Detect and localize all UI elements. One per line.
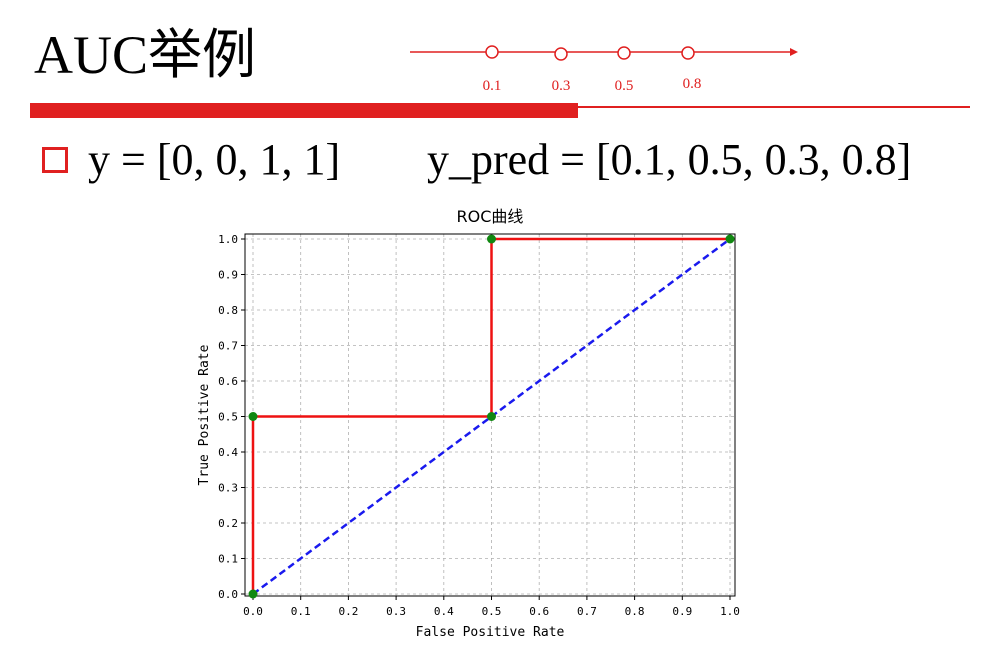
chart-points (248, 234, 735, 599)
plot-frame (244, 233, 736, 597)
number-line-marker (554, 47, 568, 61)
y-formula: y = [0, 0, 1, 1] (88, 135, 341, 184)
number-line-label: 0.1 (483, 78, 502, 94)
number-line-marker (485, 45, 499, 59)
number-line-marker (681, 46, 695, 60)
slide-title: AUC举例 (34, 25, 257, 85)
number-line-arrow-icon (790, 48, 798, 56)
x-tick-label: 0.8 (625, 605, 645, 618)
y-axis: 0.0 0.1 0.2 0.3 0.4 0.5 0.6 0.7 0.8 0.9 1.0 (218, 233, 245, 601)
roc-point (487, 412, 496, 421)
roc-point (248, 589, 258, 599)
x-tick-label: 0.7 (577, 605, 597, 618)
y-tick-label: 0.0 (218, 588, 238, 601)
x-tick-label: 0.4 (434, 605, 454, 618)
x-tick-label: 0.3 (386, 605, 406, 618)
y-tick-label: 0.5 (218, 411, 238, 424)
number-line-marker (617, 46, 631, 60)
x-tick-label: 0.2 (338, 605, 358, 618)
y-tick-label: 0.3 (218, 482, 238, 495)
x-tick-label: 0.9 (672, 605, 692, 618)
y-tick-label: 0.4 (218, 446, 238, 459)
x-tick-label: 0.0 (243, 605, 263, 618)
roc-point (725, 234, 735, 244)
x-tick-label: 0.6 (529, 605, 549, 618)
y-tick-label: 0.6 (218, 375, 238, 388)
y-pred-formula: y_pred = [0.1, 0.5, 0.3, 0.8] (427, 135, 912, 184)
roc-point (487, 234, 496, 244)
number-line-label: 0.8 (683, 76, 702, 92)
x-axis: 0.0 0.1 0.2 0.3 0.4 0.5 0.6 0.7 0.8 0.9 1.0 (243, 596, 740, 618)
y-tick-label: 0.7 (218, 340, 238, 353)
x-tick-label: 0.1 (291, 605, 311, 618)
y-axis-label: True Positive Rate (197, 344, 212, 485)
chart-grid (245, 234, 735, 596)
number-line-label: 0.3 (552, 78, 571, 94)
y-tick-label: 0.1 (218, 553, 238, 566)
x-tick-label: 0.5 (482, 605, 502, 618)
number-line-label: 0.5 (615, 78, 634, 94)
y-tick-label: 0.9 (218, 269, 238, 282)
roc-point (248, 412, 258, 421)
number-line: 0.1 0.3 0.5 0.8 (410, 45, 798, 94)
x-axis-label: False Positive Rate (416, 625, 565, 640)
x-tick-label: 1.0 (720, 605, 740, 618)
y-tick-label: 0.2 (218, 517, 238, 530)
title-underline-thick (30, 103, 578, 118)
chart-title: ROC曲线 (457, 207, 524, 226)
checkbox-bullet-icon (42, 147, 68, 173)
title-underline-thin (578, 106, 970, 108)
y-tick-label: 0.8 (218, 304, 238, 317)
y-tick-label: 1.0 (218, 233, 238, 246)
